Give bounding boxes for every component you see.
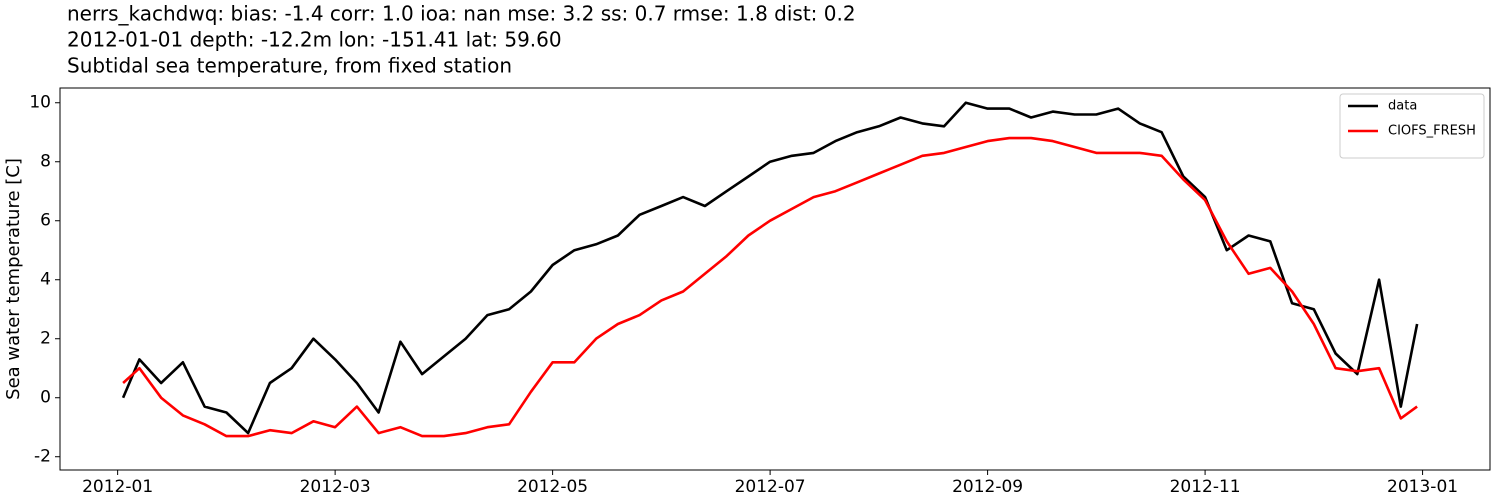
y-tick-label: 2 bbox=[40, 329, 51, 349]
y-axis-label: Sea water temperature [C] bbox=[3, 158, 24, 400]
legend-label: CIOFS_FRESH bbox=[1388, 124, 1476, 139]
y-tick-label: 0 bbox=[40, 388, 51, 408]
y-tick-label: 8 bbox=[40, 152, 51, 172]
y-tick-label: 6 bbox=[40, 211, 51, 231]
y-tick-label: -2 bbox=[34, 447, 51, 467]
x-tick-label: 2012-09 bbox=[952, 477, 1023, 497]
data-line bbox=[122, 136, 1418, 438]
plot-frame bbox=[59, 87, 1491, 471]
y-tick-label: 10 bbox=[29, 93, 51, 113]
chart-subtitle: Subtidal sea temperature, from fixed sta… bbox=[67, 54, 512, 78]
y-tick-label: 4 bbox=[40, 270, 51, 290]
x-tick-label: 2012-11 bbox=[1170, 477, 1241, 497]
x-tick-label: 2012-01 bbox=[82, 477, 153, 497]
x-tick-label: 2012-03 bbox=[300, 477, 371, 497]
data-line bbox=[121, 101, 1419, 435]
chart-subtitle: 2012-01-01 depth: -12.2m lon: -151.41 la… bbox=[67, 28, 562, 52]
x-tick-label: 2012-05 bbox=[517, 477, 588, 497]
legend-label: data bbox=[1388, 99, 1417, 114]
legend-box bbox=[1339, 93, 1485, 159]
x-tick-label: 2013-01 bbox=[1387, 477, 1458, 497]
x-tick-label: 2012-07 bbox=[735, 477, 806, 497]
chart-title: nerrs_kachdwq: bias: -1.4 corr: 1.0 ioa:… bbox=[67, 2, 856, 26]
